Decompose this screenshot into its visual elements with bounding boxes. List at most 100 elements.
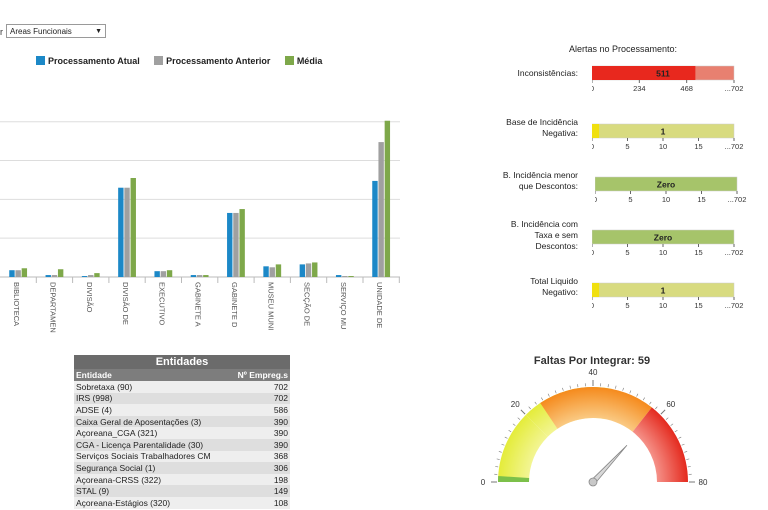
bar-media-2[interactable] bbox=[94, 273, 100, 277]
bar-atual-8[interactable] bbox=[299, 264, 306, 277]
bar-anterior-9[interactable] bbox=[342, 276, 348, 277]
category-label: MUSEU MUNI bbox=[266, 282, 275, 330]
bar-media-8[interactable] bbox=[312, 262, 318, 277]
alert-value-label: 511 bbox=[656, 69, 670, 79]
bar-atual-3[interactable] bbox=[118, 187, 124, 277]
alert-tick-label: 10 bbox=[659, 142, 667, 150]
category-label: SERVIÇO MU bbox=[339, 282, 348, 329]
alert-label: Inconsistências: bbox=[440, 68, 578, 79]
filter-label: r bbox=[0, 27, 3, 37]
bar-media-6[interactable] bbox=[239, 209, 245, 277]
bar-media-10[interactable] bbox=[384, 120, 391, 277]
bar-anterior-7[interactable] bbox=[269, 267, 275, 277]
table-row[interactable]: Açoreana_CGA (321) 390 bbox=[74, 427, 290, 439]
gauge-tick bbox=[498, 451, 502, 453]
empregados-cell: 390 bbox=[229, 438, 290, 451]
alert-tick-label: ...702 bbox=[725, 84, 744, 92]
bar-atual-7[interactable] bbox=[263, 266, 269, 277]
bar-media-5[interactable] bbox=[203, 275, 209, 277]
alert-tick-label: 15 bbox=[697, 195, 705, 203]
legend-item-media[interactable]: Média bbox=[284, 56, 322, 66]
legend-item-atual[interactable]: Processamento Atual bbox=[36, 56, 140, 66]
alert-value-label: Zero bbox=[657, 180, 675, 190]
alert-value-label: Zero bbox=[654, 233, 672, 243]
alert-tick-label: 15 bbox=[694, 301, 702, 309]
gauge-needle bbox=[590, 444, 628, 485]
table-row[interactable]: Açoreana-Estágios (320) 108 bbox=[74, 496, 290, 509]
alert-value-bar[interactable] bbox=[592, 124, 600, 138]
gauge-tick bbox=[528, 406, 531, 410]
alert-label-line: Negativo: bbox=[542, 287, 578, 297]
alert-tick-label: 0 bbox=[592, 84, 594, 92]
table-row[interactable]: ADSE (4) 586 bbox=[74, 404, 290, 416]
bar-anterior-6[interactable] bbox=[233, 212, 239, 277]
bar-atual-0[interactable] bbox=[9, 270, 15, 277]
bar-atual-6[interactable] bbox=[227, 212, 233, 277]
column-header-entidade[interactable]: Entidade bbox=[74, 369, 230, 381]
area-filter-select[interactable]: Areas Funcionais ▼ bbox=[6, 24, 106, 38]
empregados-cell: 702 bbox=[229, 381, 290, 393]
empregados-cell: 586 bbox=[229, 404, 290, 416]
legend-item-anterior[interactable]: Processamento Anterior bbox=[154, 56, 270, 66]
gauge-tick bbox=[562, 387, 564, 391]
entidade-cell: Serviços Sociais Trabalhadores CM bbox=[74, 450, 230, 463]
bar-anterior-0[interactable] bbox=[15, 270, 21, 277]
bar-anterior-4[interactable] bbox=[160, 271, 167, 277]
table-row[interactable]: IRS (998) 702 bbox=[74, 392, 290, 405]
gauge-tick bbox=[520, 409, 526, 415]
table-row[interactable]: Serviços Sociais Trabalhadores CM 368 bbox=[74, 450, 290, 463]
gauge-band-mid bbox=[540, 387, 652, 432]
legend-label: Processamento Anterior bbox=[166, 55, 271, 66]
table-row[interactable]: CGA - Licença Parentalidade (30) 390 bbox=[74, 438, 290, 451]
alert-value-bar[interactable] bbox=[592, 66, 696, 80]
table-row[interactable]: Sobretaxa (90) 702 bbox=[74, 381, 290, 393]
bar-media-4[interactable] bbox=[166, 270, 173, 277]
bar-atual-4[interactable] bbox=[154, 271, 160, 277]
gauge-tick bbox=[655, 406, 658, 410]
table-row[interactable]: Segurança Social (1) 306 bbox=[74, 462, 290, 474]
gauge-tick bbox=[642, 397, 645, 401]
gauge-tick bbox=[496, 458, 500, 460]
bar-anterior-8[interactable] bbox=[305, 263, 312, 277]
bar-media-9[interactable] bbox=[348, 276, 354, 277]
gauge-tick bbox=[547, 393, 550, 397]
bar-anterior-1[interactable] bbox=[51, 275, 58, 277]
alert-tick-label: ...702 bbox=[725, 248, 744, 256]
bar-atual-5[interactable] bbox=[190, 275, 197, 277]
alert-bullet-chart: 1051015...702 bbox=[592, 282, 743, 309]
bar-atual-2[interactable] bbox=[81, 276, 88, 277]
category-label: SECÇÃO DE bbox=[303, 282, 312, 326]
bar-anterior-10[interactable] bbox=[378, 142, 384, 277]
table-row[interactable]: Açoreana-CRSS (322) 198 bbox=[74, 473, 290, 486]
bar-anterior-5[interactable] bbox=[196, 275, 203, 277]
gauge-tick bbox=[686, 458, 690, 460]
alert-tick-label: 10 bbox=[659, 248, 667, 256]
bar-media-3[interactable] bbox=[130, 178, 136, 277]
gauge-tick-label: 80 bbox=[699, 478, 708, 487]
empregados-cell: 108 bbox=[229, 496, 290, 509]
legend-swatch bbox=[154, 56, 164, 65]
category-label: DIVISÃO bbox=[85, 282, 94, 313]
alert-value-bar[interactable] bbox=[592, 283, 600, 297]
bar-media-0[interactable] bbox=[21, 268, 28, 277]
bar-chart: BIBLIOTECA DEPARTAMEN DIVISÃO DIVISÃO DE EXE… bbox=[0, 120, 400, 333]
bar-atual-1[interactable] bbox=[45, 275, 51, 277]
gauge-tick bbox=[554, 390, 557, 394]
column-header-empregados[interactable]: Nº Empreg.s bbox=[229, 369, 290, 381]
table-row[interactable]: Caixa Geral de Aposentações (3) 390 bbox=[74, 415, 290, 428]
table-row[interactable]: STAL (9) 149 bbox=[74, 485, 290, 497]
gauge-tick bbox=[674, 430, 678, 433]
bar-atual-10[interactable] bbox=[372, 180, 378, 277]
bar-media-7[interactable] bbox=[275, 264, 282, 277]
gauge-tick bbox=[681, 443, 685, 446]
gauge-tick bbox=[665, 417, 669, 420]
category-label: BIBLIOTECA bbox=[12, 282, 21, 326]
alert-label: B. Incidência menor que Descontos: bbox=[440, 170, 578, 192]
alert-label-line: Negativa: bbox=[542, 128, 578, 138]
bar-anterior-3[interactable] bbox=[124, 187, 130, 277]
bar-atual-9[interactable] bbox=[335, 275, 342, 277]
bar-anterior-2[interactable] bbox=[88, 275, 94, 277]
bar-media-1[interactable] bbox=[57, 269, 64, 277]
alert-bullet-chart: 511 0 234 468 ...702 bbox=[592, 65, 744, 92]
gauge-tick-label: 40 bbox=[589, 368, 598, 377]
